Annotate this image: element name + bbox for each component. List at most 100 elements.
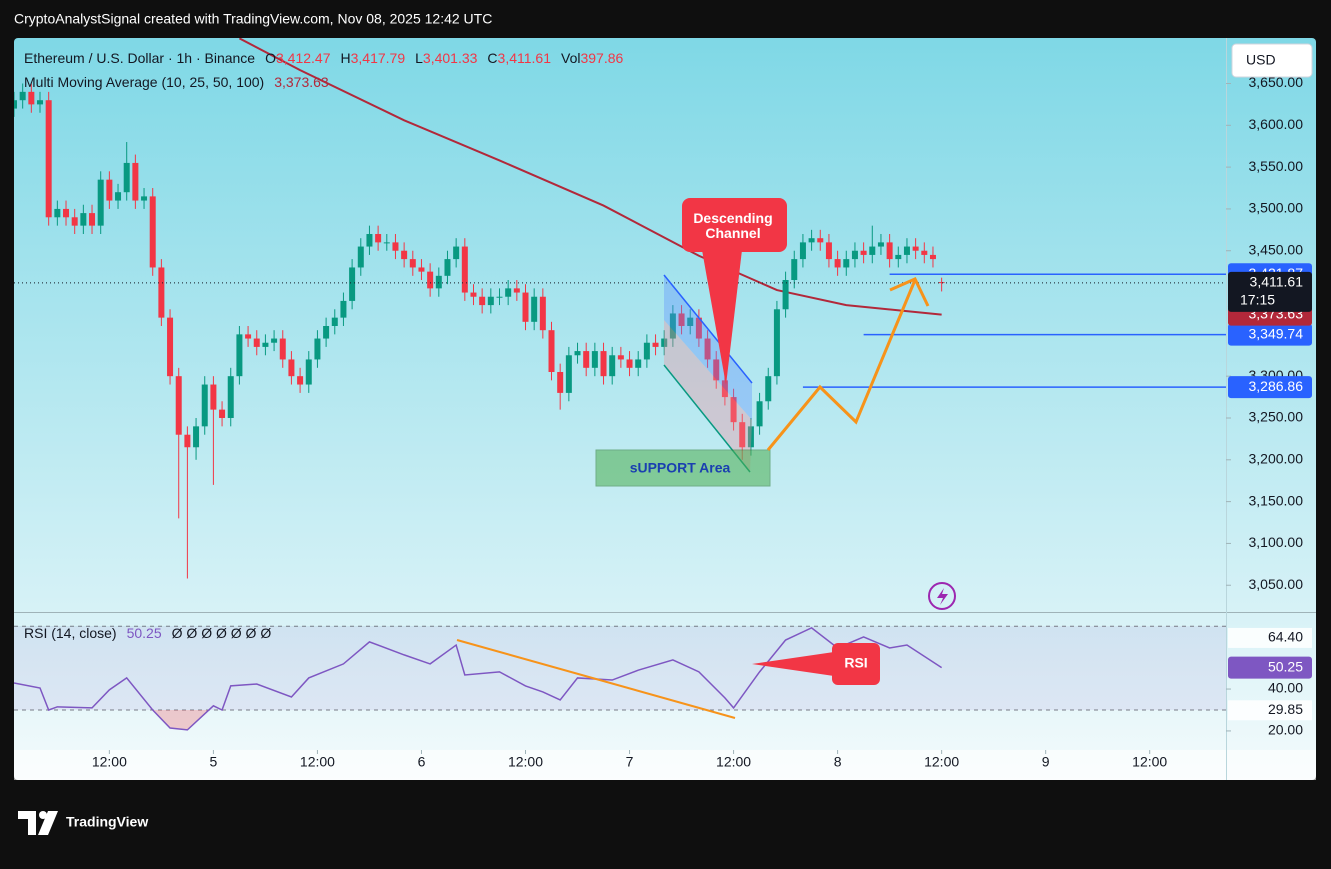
rsi-title: RSI (14, close)	[24, 625, 117, 641]
candle-body	[453, 246, 460, 260]
plot: 3,050.00 3,100.00 3,150.00 3,200.00 3,250.00…	[14, 38, 1312, 770]
candle-body	[63, 208, 70, 218]
candle-body	[513, 288, 520, 293]
ohlc-key: Vol	[561, 50, 580, 66]
candle-body	[825, 242, 832, 260]
currency-label: USD	[1246, 52, 1276, 68]
candle-body	[548, 330, 555, 372]
candle-body	[877, 242, 884, 247]
candle-body	[210, 384, 217, 410]
candle-body	[71, 217, 78, 226]
candle-body	[669, 313, 676, 339]
candle-body	[375, 234, 382, 243]
alert-icon[interactable]	[928, 582, 956, 610]
x-tick-label: 6	[418, 754, 426, 770]
brand-name: TradingView	[66, 814, 148, 830]
y-tick-label: 3,450.00	[1249, 241, 1304, 257]
candle-body	[574, 351, 581, 356]
ohlc: O3,412.47 H3,417.79 L3,401.33 C3,411.61 Vol3…	[265, 50, 623, 66]
arrow-head	[889, 277, 930, 307]
candle-body	[158, 267, 165, 318]
y-tick-label: 3,100.00	[1249, 534, 1304, 550]
candle-body	[193, 426, 200, 448]
rsi-callout	[832, 643, 880, 685]
ma-name: Multi Moving Average (10, 25, 50, 100)	[24, 74, 264, 90]
price-badge	[1228, 323, 1312, 346]
candle-body	[123, 162, 130, 193]
callout-pointer	[702, 250, 742, 385]
channel-fill	[664, 320, 752, 472]
price-badge	[1228, 376, 1312, 399]
candle-body	[227, 376, 234, 418]
y-tick-label: 3,600.00	[1249, 116, 1304, 132]
rsi-legend: RSI (14, close) 50.25 Ø Ø Ø Ø Ø Ø Ø	[24, 625, 271, 641]
ohlc-key: C	[487, 50, 497, 66]
candle-body	[756, 401, 763, 427]
x-tick-label: 12:00	[508, 754, 543, 770]
candle-body	[739, 422, 746, 448]
candle-body	[583, 351, 590, 368]
candle-body	[106, 179, 113, 201]
candle-body	[236, 334, 243, 377]
rsi-callout-pointer	[752, 652, 834, 676]
candle-body	[184, 434, 191, 448]
candle-body	[765, 376, 772, 402]
rsi-callout-text: RSI	[844, 655, 867, 671]
x-tick-label: 9	[1042, 754, 1050, 770]
y-tick-label: 3,150.00	[1249, 492, 1304, 508]
x-tick-label: 12:00	[716, 754, 751, 770]
candle-body	[357, 246, 364, 268]
candle-body	[427, 271, 434, 289]
candle-body	[314, 338, 321, 360]
rsi-trendline	[456, 639, 736, 719]
channel-fill	[664, 275, 752, 420]
candle-body	[271, 338, 278, 343]
candle-body	[201, 384, 208, 427]
candle-body	[349, 267, 356, 301]
candle-body	[409, 259, 416, 268]
candle-body	[305, 359, 312, 385]
candle-body	[609, 355, 616, 377]
ohlc-value: 397.86	[580, 50, 623, 66]
candle-body	[444, 259, 451, 276]
candle-body	[886, 242, 893, 260]
candle-body	[366, 234, 373, 247]
ohlc-value: 3,417.79	[351, 50, 406, 66]
chart-frame	[14, 38, 1316, 780]
ma-legend: Multi Moving Average (10, 25, 50, 100) 3,…	[24, 74, 329, 90]
candle-body	[687, 317, 694, 326]
legend-row: Ethereum / U.S. Dollar · 1h · Binance O3,…	[24, 50, 624, 66]
y-tick-label: 3,050.00	[1249, 576, 1304, 592]
candle-body	[28, 91, 35, 105]
candle-body	[392, 242, 399, 251]
currency-button[interactable]	[1231, 43, 1313, 78]
logo-part	[18, 811, 36, 835]
ohlc-value: 3,401.33	[423, 50, 478, 66]
candle-body	[782, 280, 789, 310]
candle-body	[860, 250, 867, 255]
candle-body	[141, 196, 148, 201]
candle-body	[747, 426, 754, 448]
rsi-extra: Ø Ø Ø Ø Ø Ø Ø	[172, 625, 272, 641]
ohlc-value: 3,411.61	[498, 50, 552, 66]
candle-body	[851, 250, 858, 260]
moving-average	[238, 38, 942, 316]
candle-body	[149, 196, 156, 268]
candle-body	[635, 359, 642, 368]
candle-body	[921, 250, 928, 255]
candle-body	[14, 100, 17, 109]
candle-body	[799, 242, 806, 260]
x-tick-label: 7	[626, 754, 634, 770]
candle-body	[539, 296, 546, 331]
ohlc-key: H	[341, 50, 351, 66]
candle-body	[175, 376, 182, 435]
y-tick-label: 3,250.00	[1249, 409, 1304, 425]
candle-body	[903, 246, 910, 255]
candle-body	[323, 326, 330, 339]
callout-line: Channel	[705, 225, 760, 241]
rsi-level-label: 29.85	[1268, 701, 1303, 717]
last-price-label: 3,411.61	[1250, 274, 1304, 290]
candle-body	[773, 309, 780, 377]
candle-body	[912, 246, 919, 251]
candle-body	[37, 100, 44, 105]
